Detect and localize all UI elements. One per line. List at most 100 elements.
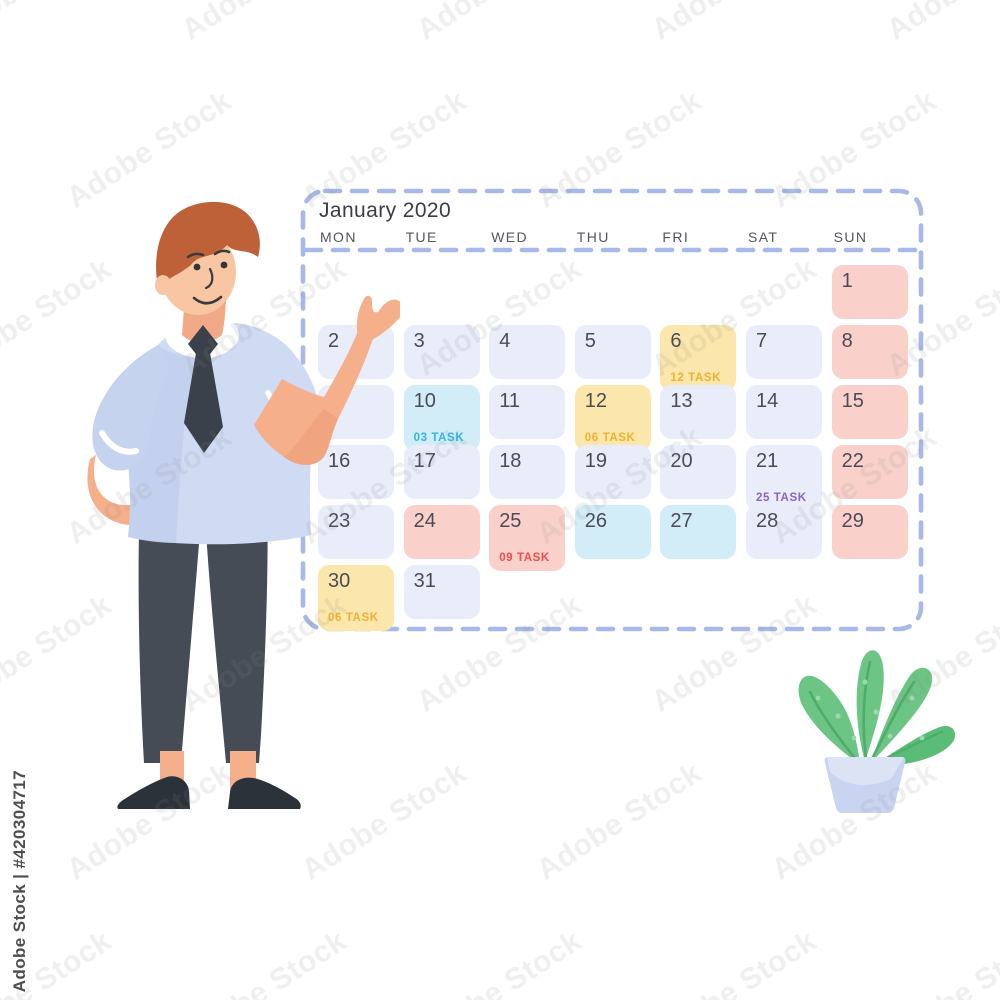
day-cell-7[interactable]: 7 xyxy=(746,325,822,379)
day-number: 29 xyxy=(841,510,864,532)
adobe-stock-watermark: Adobe Stock xyxy=(765,756,943,887)
face xyxy=(160,229,236,315)
task-badge: 25 TASK xyxy=(756,492,807,504)
day-cell-5[interactable]: 5 xyxy=(574,325,651,379)
mouth xyxy=(192,295,223,305)
leaf-center-stem xyxy=(862,660,872,760)
weekday-label-mon: MON xyxy=(320,229,357,245)
left-sleeve-highlight xyxy=(99,430,139,455)
day-cell-12[interactable]: 12 06 TASK xyxy=(574,385,651,451)
day-cell-27[interactable]: 27 xyxy=(660,505,737,559)
hair xyxy=(156,201,260,287)
day-number: 14 xyxy=(756,390,779,412)
leaf-left-stem xyxy=(808,690,860,764)
day-number: 17 xyxy=(413,450,436,472)
day-number: 8 xyxy=(841,330,853,352)
leaf-dot xyxy=(909,695,915,701)
day-cell-21[interactable]: 21 25 TASK xyxy=(746,445,822,511)
left-eye xyxy=(193,263,201,271)
day-cell-17[interactable]: 17 xyxy=(403,445,480,499)
right-ankle xyxy=(230,751,256,789)
day-cell-3[interactable]: 3 xyxy=(403,325,480,379)
day-number: 7 xyxy=(756,330,768,352)
day-cell-26[interactable]: 26 xyxy=(574,505,651,559)
day-number: 24 xyxy=(413,510,436,532)
day-number: 3 xyxy=(413,330,425,352)
weekday-label-thu: THU xyxy=(576,229,610,245)
day-cell-9[interactable]: 9 xyxy=(318,385,394,439)
day-cell-19[interactable]: 19 xyxy=(574,445,651,499)
tie xyxy=(184,353,223,453)
day-cell-14[interactable]: 14 xyxy=(746,385,822,439)
neck xyxy=(182,291,226,343)
left-forearm xyxy=(87,455,200,526)
day-number: 18 xyxy=(499,450,522,472)
leaf-right-up xyxy=(870,667,933,764)
day-cell-1[interactable]: 1 xyxy=(831,265,908,319)
leaf-right-far xyxy=(872,725,956,767)
right-eye xyxy=(220,261,228,269)
left-shoe xyxy=(117,776,190,809)
day-number: 13 xyxy=(670,390,693,412)
day-number: 23 xyxy=(328,510,351,532)
adobe-stock-watermark: Adobe Stock xyxy=(0,252,118,383)
day-cell-25[interactable]: 25 09 TASK xyxy=(489,505,566,571)
task-badge: 09 TASK xyxy=(499,552,550,564)
left-ankle xyxy=(160,751,184,789)
day-number: 19 xyxy=(584,450,608,472)
day-number: 31 xyxy=(413,570,436,592)
day-cell-30[interactable]: 30 06 TASK xyxy=(318,565,394,631)
day-cell-24[interactable]: 24 xyxy=(403,505,480,559)
adobe-stock-watermark: Adobe Stock xyxy=(881,924,1000,1000)
weekday-label-fri: FRI xyxy=(662,229,690,245)
day-cell-29[interactable]: 29 xyxy=(831,505,908,559)
day-number: 12 xyxy=(584,390,608,412)
adobe-stock-watermark: Adobe Stock xyxy=(60,756,238,887)
day-number: 21 xyxy=(756,450,779,472)
day-cell-22[interactable]: 22 xyxy=(831,445,908,499)
pants-waist-shade xyxy=(140,495,267,541)
adobe-stock-watermark: Adobe Stock xyxy=(295,756,473,887)
day-cell-6[interactable]: 6 12 TASK xyxy=(660,325,737,391)
day-cell-18[interactable]: 18 xyxy=(489,445,566,499)
day-number: 16 xyxy=(328,450,351,472)
left-eyebrow xyxy=(186,252,205,259)
day-cell-20[interactable]: 20 xyxy=(660,445,737,499)
pot-highlight xyxy=(827,757,904,786)
adobe-stock-watermark: Adobe Stock xyxy=(176,0,353,48)
day-cell-31[interactable]: 31 xyxy=(403,565,480,619)
ear xyxy=(155,275,171,295)
day-cell-13[interactable]: 13 xyxy=(660,385,737,439)
adobe-stock-watermark: Adobe Stock xyxy=(0,0,118,48)
leaf-center xyxy=(856,650,884,762)
task-badge: 06 TASK xyxy=(328,612,379,624)
leaf-right-up-stem xyxy=(869,680,916,763)
day-number: 4 xyxy=(499,330,511,352)
day-cell-4[interactable]: 4 xyxy=(489,325,566,379)
day-cell-23[interactable]: 23 xyxy=(318,505,394,559)
day-cell-11[interactable]: 11 xyxy=(489,385,566,439)
adobe-stock-watermark: Adobe Stock xyxy=(411,0,588,48)
potted-plant-illustration xyxy=(798,650,956,813)
weekday-label-tue: TUE xyxy=(405,229,438,245)
day-cell-28[interactable]: 28 xyxy=(746,505,822,559)
right-eyebrow xyxy=(213,249,231,256)
day-cell-15[interactable]: 15 xyxy=(831,385,908,439)
leaf-dot xyxy=(919,735,925,741)
day-number: 1 xyxy=(841,270,853,292)
calendar-title: January 2020 xyxy=(319,199,452,222)
day-cell-16[interactable]: 16 xyxy=(318,445,394,499)
leaf-dot xyxy=(835,713,841,719)
day-number: 20 xyxy=(670,450,693,472)
day-cell-10[interactable]: 10 03 TASK xyxy=(403,385,480,451)
leaf-dot xyxy=(851,735,857,741)
day-number: 5 xyxy=(584,330,596,352)
leaf-dot xyxy=(873,709,879,715)
adobe-stock-watermark: Adobe Stock xyxy=(646,0,823,48)
day-cell-8[interactable]: 8 xyxy=(831,325,908,379)
adobe-stock-watermark: Adobe Stock xyxy=(881,0,1000,48)
leaf-dot xyxy=(815,695,821,701)
day-cell-2[interactable]: 2 xyxy=(318,325,394,379)
